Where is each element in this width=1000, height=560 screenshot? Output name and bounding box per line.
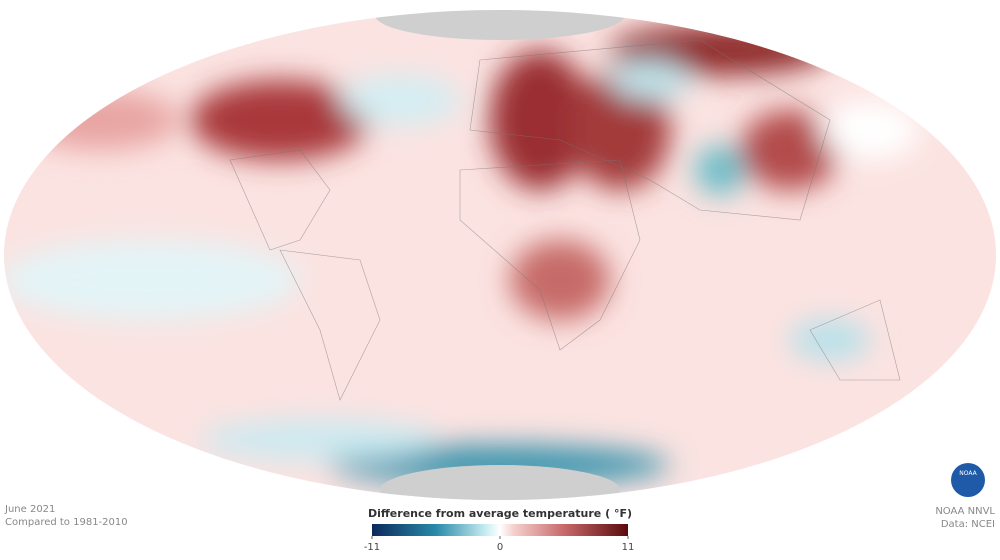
noaa-logo (951, 463, 985, 497)
color-bar (372, 524, 628, 536)
credit-1: NOAA NNVL (935, 506, 995, 517)
tick-label: -11 (364, 542, 380, 553)
logo-text: NOAA (959, 470, 977, 477)
tick-label: 0 (497, 542, 503, 553)
legend-title: Difference from average temperature ( °F… (368, 507, 632, 520)
period: June 2021 (4, 504, 55, 515)
tick-label: 11 (622, 542, 635, 553)
credit-2: Data: NCEI (941, 519, 995, 530)
baseline: Compared to 1981-2010 (5, 517, 128, 528)
